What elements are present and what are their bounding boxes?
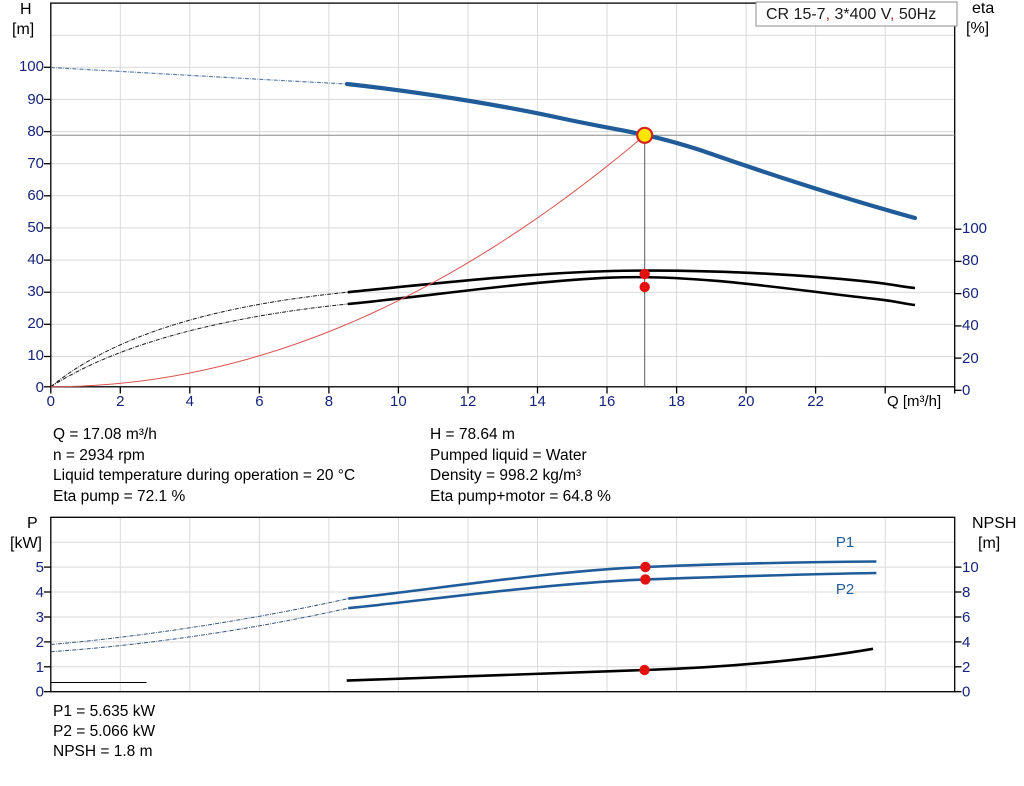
svg-text:80: 80: [27, 123, 44, 140]
svg-text:1: 1: [36, 659, 44, 676]
svg-text:80: 80: [962, 252, 979, 269]
svg-text:4: 4: [186, 393, 194, 410]
svg-text:100: 100: [19, 58, 44, 75]
svg-text:18: 18: [668, 393, 685, 410]
svg-text:0: 0: [962, 382, 970, 399]
svg-text:4: 4: [36, 584, 44, 601]
svg-text:0: 0: [36, 379, 44, 396]
svg-text:Eta pump = 72.1 %: Eta pump = 72.1 %: [53, 488, 185, 505]
svg-text:H = 78.64 m: H = 78.64 m: [430, 426, 515, 443]
svg-text:P2 = 5.066 kW: P2 = 5.066 kW: [53, 723, 155, 740]
svg-text:0: 0: [962, 684, 970, 701]
svg-text:0: 0: [36, 684, 44, 701]
svg-text:2: 2: [116, 393, 124, 410]
svg-text:CR 15-7, 3*400 V, 50Hz: CR 15-7, 3*400 V, 50Hz: [766, 6, 936, 23]
svg-text:Pumped liquid = Water: Pumped liquid = Water: [430, 447, 587, 464]
svg-text:60: 60: [27, 187, 44, 204]
svg-text:Density = 998.2 kg/m³: Density = 998.2 kg/m³: [430, 467, 581, 484]
svg-text:50: 50: [27, 219, 44, 236]
svg-text:12: 12: [460, 393, 477, 410]
svg-text:2: 2: [36, 634, 44, 651]
svg-text:eta: eta: [972, 0, 994, 17]
svg-text:[%]: [%]: [966, 20, 989, 37]
svg-text:10: 10: [390, 393, 407, 410]
svg-text:4: 4: [962, 634, 970, 651]
svg-text:[kW]: [kW]: [10, 535, 42, 552]
svg-text:[m]: [m]: [12, 21, 34, 38]
svg-text:22: 22: [807, 393, 824, 410]
svg-text:8: 8: [962, 584, 970, 601]
svg-text:Liquid temperature during oper: Liquid temperature during operation = 20…: [53, 467, 355, 484]
svg-text:3: 3: [36, 609, 44, 626]
svg-text:6: 6: [962, 609, 970, 626]
svg-text:[m]: [m]: [978, 535, 1000, 552]
svg-text:20: 20: [738, 393, 755, 410]
svg-text:20: 20: [27, 315, 44, 332]
svg-text:70: 70: [27, 155, 44, 172]
svg-text:14: 14: [529, 393, 546, 410]
svg-text:H: H: [20, 1, 32, 18]
svg-text:NPSH: NPSH: [972, 515, 1016, 532]
svg-text:NPSH = 1.8 m: NPSH = 1.8 m: [53, 743, 153, 760]
svg-text:n = 2934 rpm: n = 2934 rpm: [53, 447, 145, 464]
svg-text:16: 16: [599, 393, 616, 410]
svg-text:30: 30: [27, 283, 44, 300]
svg-text:P1 = 5.635 kW: P1 = 5.635 kW: [53, 703, 155, 720]
svg-text:20: 20: [962, 350, 979, 367]
svg-text:90: 90: [27, 91, 44, 108]
svg-text:60: 60: [962, 285, 979, 302]
svg-text:40: 40: [27, 251, 44, 268]
svg-text:0: 0: [47, 393, 55, 410]
svg-text:10: 10: [27, 347, 44, 364]
svg-text:5: 5: [36, 559, 44, 576]
svg-text:P: P: [27, 515, 38, 532]
svg-text:100: 100: [962, 220, 987, 237]
svg-text:Eta pump+motor = 64.8 %: Eta pump+motor = 64.8 %: [430, 488, 611, 505]
svg-text:Q = 17.08 m³/h: Q = 17.08 m³/h: [53, 426, 157, 443]
svg-text:40: 40: [962, 317, 979, 334]
svg-text:10: 10: [962, 559, 979, 576]
svg-text:P1: P1: [836, 534, 854, 551]
svg-text:6: 6: [255, 393, 263, 410]
svg-text:Q [m³/h]: Q [m³/h]: [887, 393, 941, 410]
svg-text:8: 8: [325, 393, 333, 410]
svg-text:P2: P2: [836, 581, 854, 598]
svg-text:2: 2: [962, 659, 970, 676]
